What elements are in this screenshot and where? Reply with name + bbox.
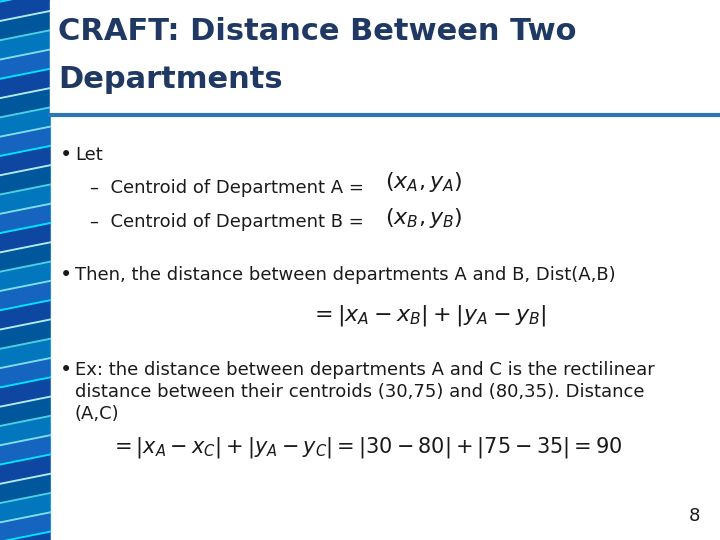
Polygon shape xyxy=(0,107,50,135)
Polygon shape xyxy=(0,245,50,272)
Text: –  Centroid of Department A =: – Centroid of Department A = xyxy=(90,179,369,197)
Text: (A,C): (A,C) xyxy=(75,405,120,423)
Polygon shape xyxy=(0,512,50,540)
Polygon shape xyxy=(0,435,50,463)
Polygon shape xyxy=(0,30,50,58)
Polygon shape xyxy=(0,69,50,97)
Polygon shape xyxy=(0,418,50,446)
Polygon shape xyxy=(0,322,50,349)
Polygon shape xyxy=(0,416,50,443)
Polygon shape xyxy=(0,262,50,289)
Text: •: • xyxy=(60,265,72,285)
Polygon shape xyxy=(0,264,50,291)
Polygon shape xyxy=(0,242,50,270)
Polygon shape xyxy=(0,300,50,328)
Polygon shape xyxy=(0,494,50,521)
Text: CRAFT: Distance Between Two: CRAFT: Distance Between Two xyxy=(58,17,577,46)
Polygon shape xyxy=(0,515,50,540)
Polygon shape xyxy=(0,206,50,233)
Polygon shape xyxy=(0,0,50,21)
Polygon shape xyxy=(0,127,50,154)
Polygon shape xyxy=(0,185,50,212)
Text: –  Centroid of Department B =: – Centroid of Department B = xyxy=(90,213,369,231)
Polygon shape xyxy=(0,167,50,195)
Text: •: • xyxy=(60,145,72,165)
Text: •: • xyxy=(60,360,72,380)
Text: distance between their centroids (30,75) and (80,35). Distance: distance between their centroids (30,75)… xyxy=(75,383,644,401)
Polygon shape xyxy=(0,341,50,368)
Bar xyxy=(0,0,50,540)
Polygon shape xyxy=(0,281,50,308)
Polygon shape xyxy=(0,474,50,502)
Polygon shape xyxy=(0,204,50,232)
Polygon shape xyxy=(0,129,50,156)
Polygon shape xyxy=(0,110,50,137)
Polygon shape xyxy=(0,283,50,310)
Polygon shape xyxy=(0,187,50,214)
Polygon shape xyxy=(0,148,50,176)
Polygon shape xyxy=(0,50,50,77)
Polygon shape xyxy=(0,437,50,465)
Polygon shape xyxy=(0,90,50,118)
Polygon shape xyxy=(0,377,50,405)
Text: 8: 8 xyxy=(688,507,700,525)
Text: Ex: the distance between departments A and C is the rectilinear: Ex: the distance between departments A a… xyxy=(75,361,654,379)
Polygon shape xyxy=(0,397,50,424)
Text: Let: Let xyxy=(75,146,103,164)
Polygon shape xyxy=(0,380,50,407)
Polygon shape xyxy=(0,146,50,173)
Text: $(x_A, y_A)$: $(x_A, y_A)$ xyxy=(385,170,463,194)
Text: Departments: Departments xyxy=(58,65,283,94)
Text: Then, the distance between departments A and B, Dist(A,B): Then, the distance between departments A… xyxy=(75,266,616,284)
Polygon shape xyxy=(0,165,50,193)
Polygon shape xyxy=(0,455,50,482)
Polygon shape xyxy=(0,495,50,523)
Text: $(x_B, y_B)$: $(x_B, y_B)$ xyxy=(385,206,463,230)
Polygon shape xyxy=(0,320,50,347)
Polygon shape xyxy=(0,399,50,426)
Polygon shape xyxy=(0,89,50,116)
Polygon shape xyxy=(0,0,50,19)
Polygon shape xyxy=(0,302,50,330)
Polygon shape xyxy=(0,359,50,386)
Polygon shape xyxy=(0,224,50,251)
Polygon shape xyxy=(0,532,50,540)
Polygon shape xyxy=(0,32,50,60)
Polygon shape xyxy=(0,225,50,253)
Polygon shape xyxy=(0,71,50,98)
Polygon shape xyxy=(0,457,50,484)
Text: $= |x_A - x_C| + |y_A - y_C| = |30 - 80| + |75 - 35| = 90$: $= |x_A - x_C| + |y_A - y_C| = |30 - 80|… xyxy=(110,435,623,461)
Polygon shape xyxy=(0,11,50,38)
Text: $= |x_A - x_B| + |y_A - y_B|$: $= |x_A - x_B| + |y_A - y_B|$ xyxy=(310,302,546,327)
Polygon shape xyxy=(0,476,50,503)
Polygon shape xyxy=(0,360,50,388)
Polygon shape xyxy=(0,52,50,79)
Polygon shape xyxy=(0,0,50,2)
Bar xyxy=(50,0,720,115)
Polygon shape xyxy=(0,13,50,40)
Polygon shape xyxy=(0,339,50,367)
